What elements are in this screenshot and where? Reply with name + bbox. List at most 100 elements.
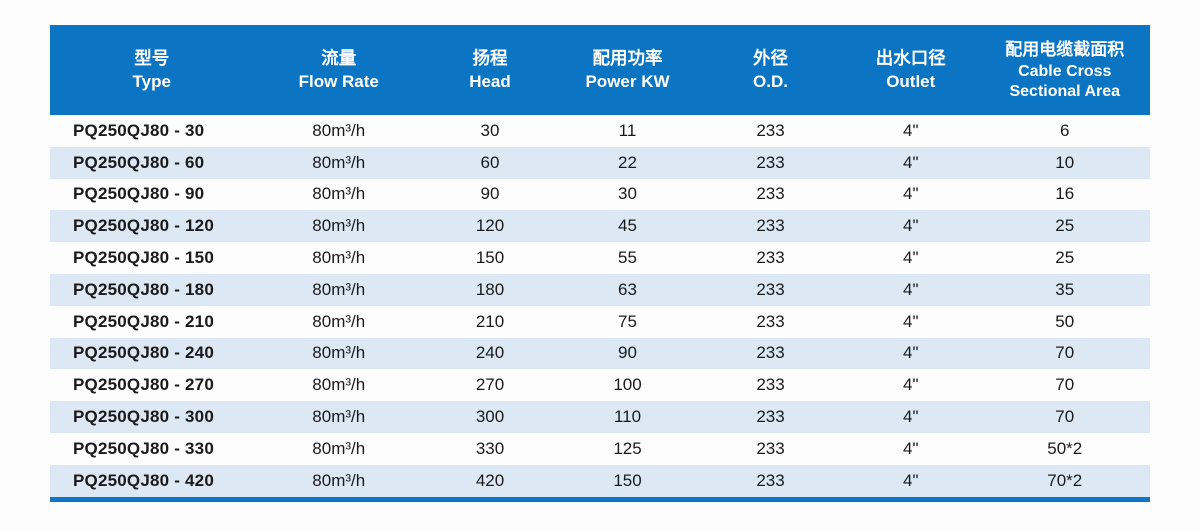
table-cell: 233 (756, 216, 785, 236)
header-od-zh: 外径 (753, 47, 788, 68)
table-row: PQ250QJ80 - 270 80m³/h 270 100 233 4" 70 (50, 369, 1150, 401)
table-cell: 80m³/h (312, 184, 366, 204)
table-cell: 30 (480, 120, 500, 140)
table-cell: 4" (903, 152, 919, 172)
table-row: PQ250QJ80 - 300 80m³/h 300 110 233 4" 70 (50, 401, 1150, 433)
table-cell: PQ250QJ80 - 210 (73, 311, 214, 331)
table-cell: 233 (756, 375, 785, 395)
table-cell: 4" (903, 438, 919, 458)
table-cell: 4" (903, 311, 919, 331)
table-cell: 240 (475, 343, 505, 363)
table-cell: 25 (1055, 216, 1075, 236)
table-row: PQ250QJ80 - 30 80m³/h 30 11 233 4" 6 (50, 115, 1150, 147)
table-cell: 210 (475, 311, 505, 331)
table-cell: 110 (613, 407, 642, 427)
table-cell: 233 (756, 120, 785, 140)
table-cell: 233 (756, 343, 785, 363)
table-cell: 70 (1055, 407, 1075, 427)
table-cell: 25 (1055, 248, 1075, 268)
table-row: PQ250QJ80 - 150 80m³/h 150 55 233 4" 25 (50, 242, 1150, 274)
table-cell: PQ250QJ80 - 270 (73, 375, 214, 395)
table-cell: 10 (1055, 152, 1075, 172)
table-cell: 4" (903, 407, 919, 427)
header-head-en: Head (469, 72, 511, 92)
table-cell: 4" (903, 120, 919, 140)
table-cell: 80m³/h (312, 248, 366, 268)
table-cell: 30 (618, 184, 637, 204)
table-cell: 80m³/h (312, 216, 366, 236)
table-cell: PQ250QJ80 - 120 (73, 216, 214, 236)
table-cell: 80m³/h (312, 343, 366, 363)
table-cell: 70 (1055, 343, 1075, 363)
table-cell: 4" (903, 279, 919, 299)
table-cell: 420 (475, 470, 505, 490)
pump-spec-table: 型号 Type 流量 Flow Rate 扬程 Head 配用功率 Power … (50, 25, 1150, 502)
table-bottom-accent-bar (50, 496, 1150, 502)
table-cell: 150 (475, 248, 505, 268)
header-cable-cross-section-zh: 配用电缆截面积 (1005, 39, 1125, 59)
table-cell: 70 (1055, 375, 1075, 395)
table-cell: 120 (475, 216, 505, 236)
table-cell: PQ250QJ80 - 180 (73, 279, 214, 299)
table-cell: 45 (618, 216, 637, 236)
table-row: PQ250QJ80 - 90 80m³/h 90 30 233 4" 16 (50, 179, 1150, 211)
table-cell: 233 (756, 152, 785, 172)
table-cell: 11 (618, 120, 637, 140)
table-cell: 90 (618, 343, 637, 363)
table-cell: 6 (1060, 120, 1070, 140)
table-cell: 80m³/h (312, 152, 366, 172)
table-cell: 300 (475, 407, 505, 427)
table-row: PQ250QJ80 - 210 80m³/h 210 75 233 4" 50 (50, 306, 1150, 338)
table-cell: 50*2 (1047, 438, 1083, 458)
table-cell: 80m³/h (312, 279, 366, 299)
table-cell: 55 (618, 248, 637, 268)
table-cell: PQ250QJ80 - 90 (73, 184, 205, 204)
header-flow-rate: 流量 Flow Rate (254, 25, 425, 115)
table-cell: 233 (756, 184, 785, 204)
table-row: PQ250QJ80 - 180 80m³/h 180 63 233 4" 35 (50, 273, 1150, 306)
table-cell: 4" (903, 184, 919, 204)
table-row: PQ250QJ80 - 330 80m³/h 330 125 233 4" 50*2 (50, 433, 1150, 465)
table-cell: PQ250QJ80 - 30 (73, 120, 205, 140)
header-power-en: Power KW (585, 72, 670, 92)
table-cell: 233 (756, 438, 785, 458)
table-row: PQ250QJ80 - 240 80m³/h 240 90 233 4" 70 (50, 337, 1150, 370)
header-power-zh: 配用功率 (592, 47, 663, 68)
header-type-zh: 型号 (134, 47, 170, 68)
table-cell: PQ250QJ80 - 330 (73, 438, 214, 458)
table-cell: 4" (903, 343, 919, 363)
table-cell: 50 (1055, 311, 1075, 331)
table-cell: 70*2 (1047, 470, 1083, 490)
table-cell: PQ250QJ80 - 420 (73, 470, 214, 490)
table-cell: 63 (618, 279, 637, 299)
header-head: 扬程 Head (424, 25, 556, 115)
table-cell: 125 (613, 438, 642, 458)
table-cell: PQ250QJ80 - 240 (73, 343, 214, 363)
table-cell: 233 (756, 279, 785, 299)
table-cell: 80m³/h (312, 407, 366, 427)
header-outlet: 出水口径 Outlet (842, 25, 980, 115)
table-cell: 16 (1055, 184, 1075, 204)
table-cell: 4" (903, 216, 919, 236)
header-cable-cross-section: 配用电缆截面积 Cable Cross Sectional Area (980, 25, 1151, 115)
header-type: 型号 Type (50, 25, 254, 115)
header-flow-rate-en: Flow Rate (298, 72, 379, 92)
table-cell: 75 (618, 311, 637, 331)
table-cell: 80m³/h (312, 375, 366, 395)
header-head-zh: 扬程 (472, 47, 508, 68)
table-cell: 4" (903, 375, 919, 395)
table-cell: 80m³/h (312, 470, 366, 490)
table-cell: 233 (756, 470, 785, 490)
header-type-en: Type (132, 72, 171, 92)
header-outlet-en: Outlet (886, 72, 936, 92)
table-cell: PQ250QJ80 - 300 (73, 407, 214, 427)
header-flow-rate-zh: 流量 (321, 47, 357, 68)
table-cell: 233 (756, 311, 785, 331)
table-cell: 80m³/h (312, 311, 366, 331)
header-outlet-zh: 出水口径 (875, 47, 946, 68)
table-cell: 330 (475, 438, 505, 458)
header-od-en: O.D. (753, 72, 788, 92)
table-row: PQ250QJ80 - 60 80m³/h 60 22 233 4" 10 (50, 146, 1150, 179)
table-cell: 100 (613, 375, 642, 395)
header-power: 配用功率 Power KW (556, 25, 699, 115)
